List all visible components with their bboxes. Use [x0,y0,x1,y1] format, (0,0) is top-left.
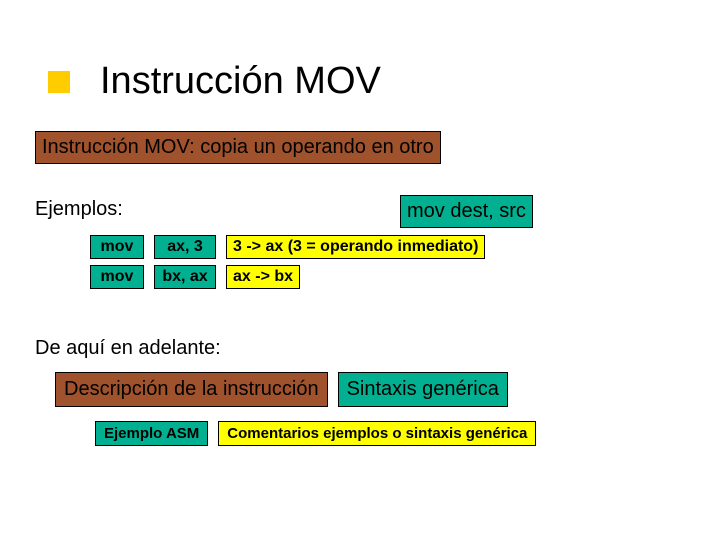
examples-label: Ejemplos: [35,198,720,221]
comment-cell: ax -> bx [226,265,300,289]
comment-cell: 3 -> ax (3 = operando inmediato) [226,235,485,259]
op-cell: mov [90,235,144,259]
legend-syntax-box: Sintaxis genérica [338,372,508,407]
table-row: mov ax, 3 3 -> ax (3 = operando inmediat… [90,235,720,259]
legend-desc-box: Descripción de la instrucción [55,372,328,407]
title-bullet-icon [48,71,70,93]
legend-example-box: Ejemplo ASM [95,421,208,446]
slide: Instrucción MOV Instrucción MOV: copia u… [0,0,720,540]
title-row: Instrucción MOV [48,60,720,103]
table-row: mov bx, ax ax -> bx [90,265,720,289]
op-cell: mov [90,265,144,289]
description-box: Instrucción MOV: copia un operando en ot… [35,131,441,164]
args-cell: ax, 3 [154,235,216,259]
legend-row: Ejemplo ASM Comentarios ejemplos o sinta… [95,421,720,446]
legend-row: Descripción de la instrucción Sintaxis g… [55,372,720,407]
legend-section: De aquí en adelante: Descripción de la i… [0,337,720,446]
page-title: Instrucción MOV [100,60,381,103]
args-cell: bx, ax [154,265,216,289]
legend-comment-box: Comentarios ejemplos o sintaxis genérica [218,421,536,446]
legend-heading: De aquí en adelante: [35,337,720,360]
examples-table: mov ax, 3 3 -> ax (3 = operando inmediat… [90,235,720,289]
syntax-box: mov dest, src [400,195,533,228]
